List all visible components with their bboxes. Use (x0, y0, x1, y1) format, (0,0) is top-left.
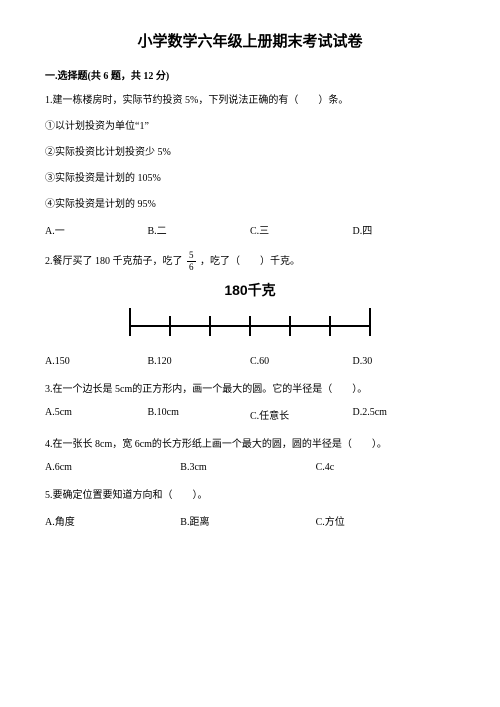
q2-frac-den: 6 (187, 262, 196, 272)
q1-s1: ①以计划投资为单位“1” (45, 118, 455, 136)
q3-opt-d: D.2.5cm (353, 407, 456, 422)
q1-opt-a: A.一 (45, 222, 148, 237)
q2-diagram: 180千克 (45, 280, 455, 342)
q3-opt-c: C.任意长 (250, 407, 353, 422)
q2-options: A.150 B.120 C.60 D.30 (45, 356, 455, 367)
q1-stem: 1.建一栋楼房时，实际节约投资 5%，下列说法正确的有（ ）条。 (45, 92, 455, 110)
q2-diagram-label: 180千克 (45, 280, 455, 300)
q2-opt-d: D.30 (353, 356, 456, 367)
q5-opt-b: B.距离 (180, 513, 315, 528)
q1-opt-b: B.二 (148, 222, 251, 237)
q4-opt-c: C.4c (316, 462, 451, 473)
q1-s3: ③实际投资是计划的 105% (45, 170, 455, 188)
q3-opt-b: B.10cm (148, 407, 251, 422)
q2-opt-b: B.120 (148, 356, 251, 367)
section-head: 一.选择题(共 6 题，共 12 分) (45, 67, 455, 82)
q1-opt-c: C.三 (250, 222, 353, 237)
ruler-icon (120, 302, 380, 342)
q1-s4: ④实际投资是计划的 95% (45, 196, 455, 214)
q2-stem-b: ，吃了（ ）千克。 (200, 256, 300, 267)
page-title: 小学数学六年级上册期末考试试卷 (45, 30, 455, 51)
q2-fraction: 5 6 (187, 251, 196, 272)
q3-opt-a: A.5cm (45, 407, 148, 422)
q4-opt-b: B.3cm (180, 462, 315, 473)
q2-opt-a: A.150 (45, 356, 148, 367)
q2-stem: 2.餐厅买了 180 千克茄子，吃了 5 6 ，吃了（ ）千克。 (45, 251, 455, 272)
q1-opt-d: D.四 (353, 222, 456, 237)
q1-options: A.一 B.二 C.三 D.四 (45, 222, 455, 237)
q5-opt-c: C.方位 (316, 513, 451, 528)
q4-opt-a: A.6cm (45, 462, 180, 473)
q2-opt-c: C.60 (250, 356, 353, 367)
q5-stem: 5.要确定位置要知道方向和（ ）。 (45, 487, 455, 505)
q5-options: A.角度 B.距离 C.方位 (45, 513, 455, 528)
q5-opt-a: A.角度 (45, 513, 180, 528)
q2-stem-a: 2.餐厅买了 180 千克茄子，吃了 (45, 256, 183, 267)
q1-s2: ②实际投资比计划投资少 5% (45, 144, 455, 162)
q3-stem: 3.在一个边长是 5cm的正方形内，画一个最大的圆。它的半径是（ ）。 (45, 381, 455, 399)
q3-options: A.5cm B.10cm C.任意长 D.2.5cm (45, 407, 455, 422)
q4-options: A.6cm B.3cm C.4c (45, 462, 455, 473)
q2-frac-num: 5 (187, 251, 196, 262)
q4-stem: 4.在一张长 8cm，宽 6cm的长方形纸上画一个最大的圆，圆的半径是（ ）。 (45, 436, 455, 454)
